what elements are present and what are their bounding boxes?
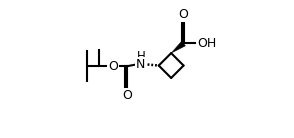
- Text: H: H: [136, 50, 145, 63]
- Text: O: O: [108, 60, 118, 73]
- Text: N: N: [136, 58, 146, 71]
- Text: O: O: [179, 8, 188, 21]
- Polygon shape: [171, 41, 186, 53]
- Text: OH: OH: [197, 37, 217, 50]
- Text: O: O: [122, 89, 132, 102]
